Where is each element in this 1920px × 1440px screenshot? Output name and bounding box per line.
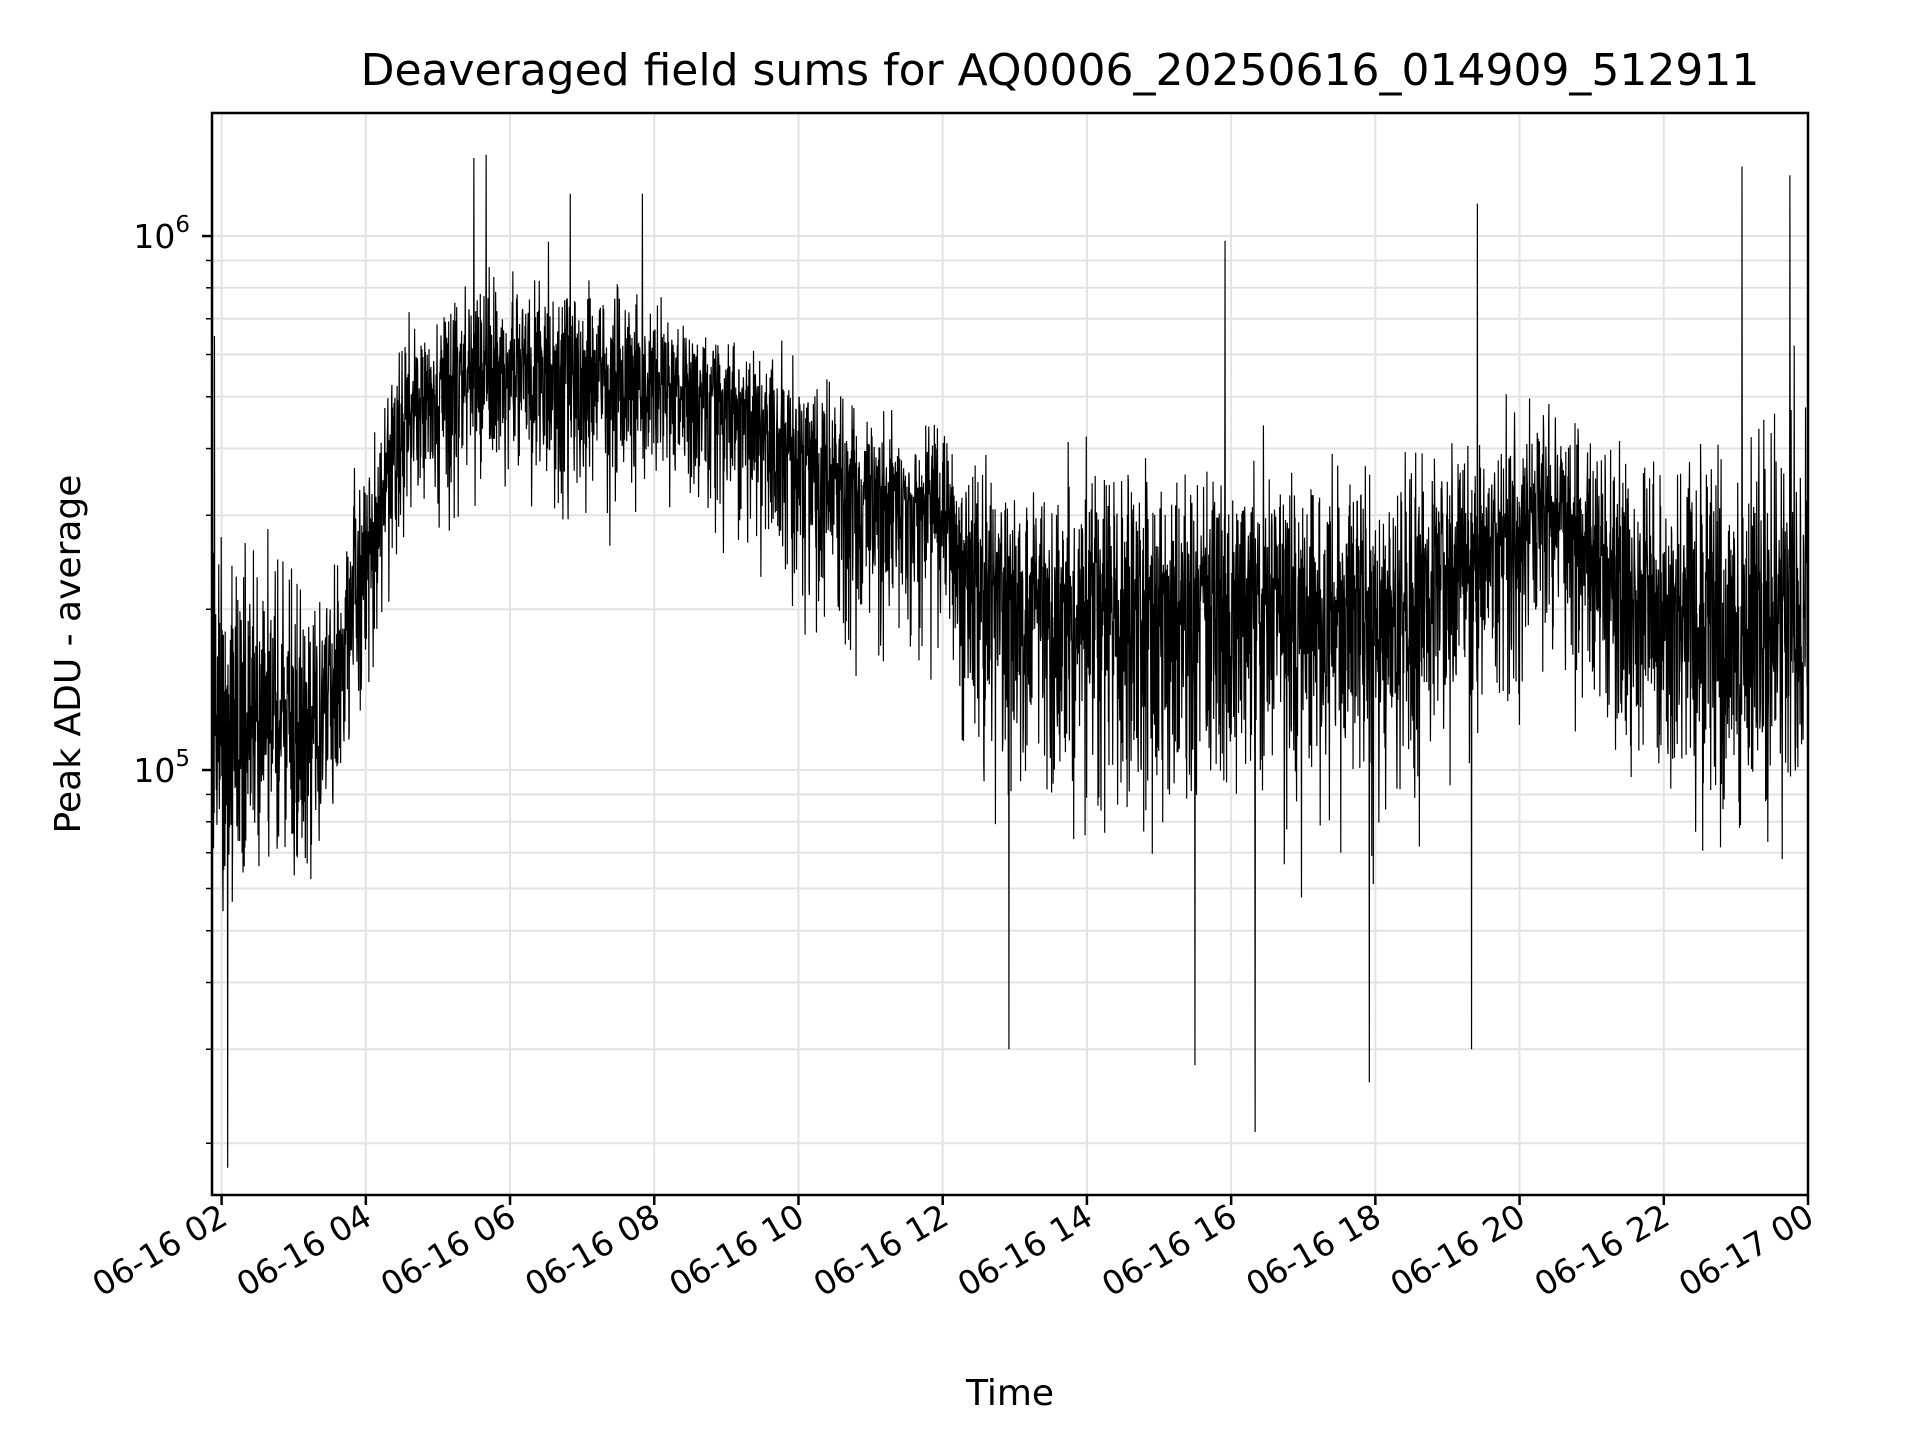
x-axis-label: Time	[965, 1373, 1054, 1414]
x-tick-label: 06-16 16	[1095, 1196, 1243, 1304]
x-tick-label: 06-16 22	[1528, 1196, 1676, 1304]
x-tick-label: 06-17 00	[1672, 1196, 1820, 1304]
chart-title: Deaveraged field sums for AQ0006_2025061…	[361, 45, 1760, 96]
series-layer	[211, 154, 1809, 1168]
plot-frame	[210, 111, 1810, 1197]
x-tick-label: 06-16 08	[518, 1196, 666, 1304]
x-tick-label: 06-16 18	[1239, 1196, 1387, 1304]
y-tick-label: 106	[133, 212, 190, 256]
x-tick-label: 06-16 10	[662, 1196, 810, 1304]
x-tick-label: 06-16 04	[230, 1196, 378, 1304]
x-tick-label: 06-16 06	[374, 1196, 522, 1304]
y-axis-label: Peak ADU - average	[48, 475, 89, 834]
x-tick-label: 06-16 12	[807, 1196, 955, 1304]
x-tick-label: 06-16 02	[86, 1196, 234, 1304]
x-tick-label: 06-16 20	[1384, 1196, 1532, 1304]
y-tick-label: 105	[133, 746, 190, 790]
series-line	[211, 154, 1809, 1168]
grid	[212, 113, 1809, 1195]
x-tick-label: 06-16 14	[951, 1196, 1099, 1304]
